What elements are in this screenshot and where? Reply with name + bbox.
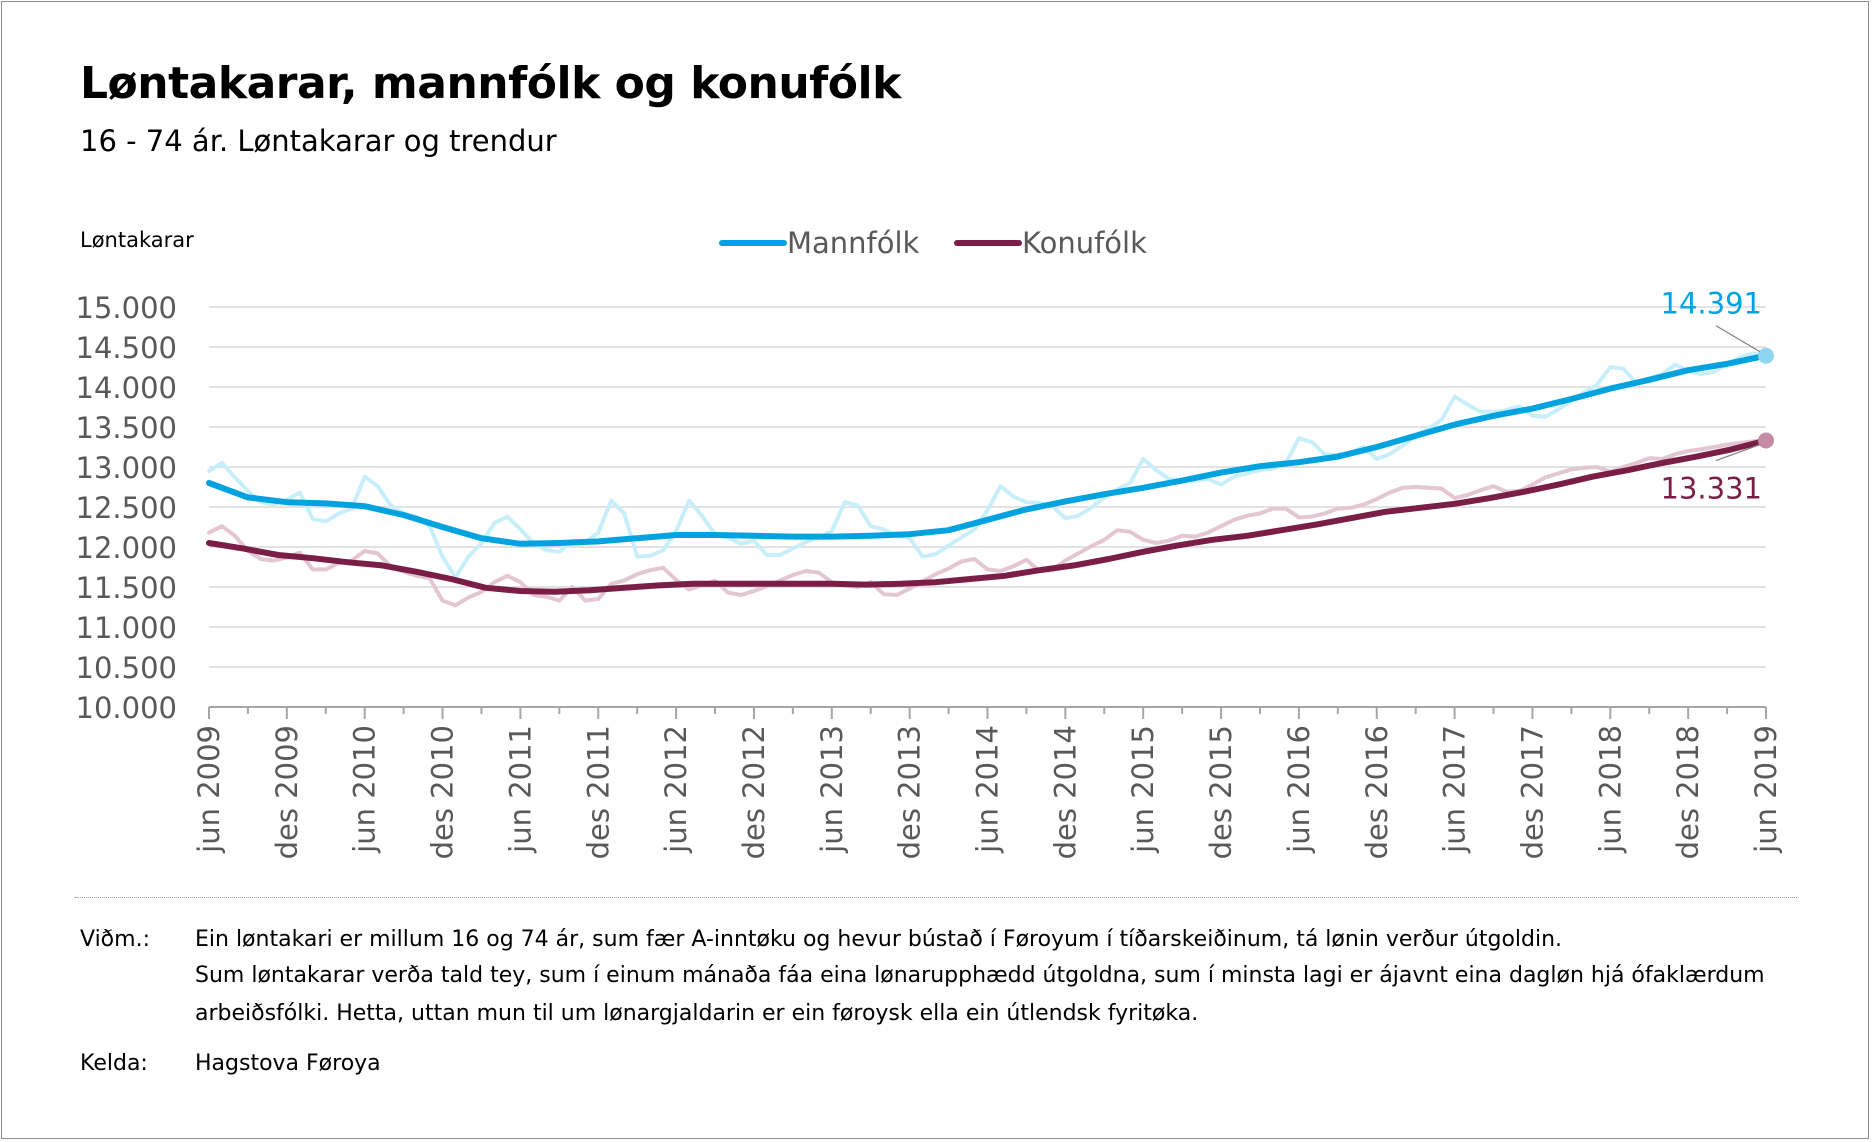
x-tick-label: jun 2009 bbox=[192, 725, 226, 854]
women-last-value-label: 13.331 bbox=[1661, 472, 1762, 506]
x-tick-label: jun 2017 bbox=[1438, 725, 1472, 854]
x-tick-label: jun 2011 bbox=[503, 725, 537, 854]
x-tick-label: jun 2010 bbox=[348, 725, 382, 854]
x-tick-label: jun 2016 bbox=[1282, 725, 1316, 854]
remark-line-1: Ein løntakari er millum 16 og 74 ár, sum… bbox=[195, 927, 1563, 952]
source-label: Kelda: bbox=[80, 1051, 148, 1076]
x-tick-label: des 2013 bbox=[893, 725, 927, 859]
men-end-marker bbox=[1758, 347, 1774, 364]
line-chart: Løntakarar 10.000 10.500 11.000 11.500 12.00… bbox=[76, 226, 1783, 859]
x-tick-label: des 2012 bbox=[737, 725, 771, 859]
remark-label: Viðm.: bbox=[80, 927, 150, 952]
x-tick-label: des 2017 bbox=[1515, 725, 1549, 859]
y-tick-label: 10.000 bbox=[76, 691, 177, 725]
x-tick-label: des 2010 bbox=[426, 725, 460, 859]
x-tick-label: des 2015 bbox=[1204, 725, 1238, 859]
y-tick-label: 11.500 bbox=[76, 571, 177, 605]
remark-line-2: Sum løntakarar verða tald tey, sum í ein… bbox=[195, 963, 1765, 988]
men-raw-line bbox=[207, 351, 1768, 580]
y-tick-label: 13.500 bbox=[76, 411, 177, 445]
x-tick-label: des 2009 bbox=[270, 725, 304, 859]
y-tick-label: 12.500 bbox=[76, 491, 177, 525]
women-raw-line bbox=[207, 438, 1768, 608]
women-end-marker bbox=[1758, 432, 1774, 449]
y-axis-label: Løntakarar bbox=[80, 228, 194, 252]
y-tick-label: 14.000 bbox=[76, 371, 177, 405]
legend-label-women: Konufólk bbox=[1022, 226, 1147, 260]
y-tick-label: 13.000 bbox=[76, 451, 177, 485]
x-tick-label: jun 2012 bbox=[659, 725, 693, 854]
source-text: Hagstova Føroya bbox=[195, 1051, 381, 1076]
legend-label-men: Mannfólk bbox=[787, 226, 920, 260]
y-tick-label: 15.000 bbox=[76, 291, 177, 325]
y-tick-label: 14.500 bbox=[76, 331, 177, 365]
x-tick-label: des 2016 bbox=[1360, 725, 1394, 859]
leader-line bbox=[1715, 325, 1761, 353]
chart-title: Løntakarar, mannfólk og konufólk bbox=[80, 58, 901, 109]
x-tick-label: jun 2018 bbox=[1593, 725, 1627, 854]
x-tick-label: jun 2013 bbox=[815, 725, 849, 854]
x-tick-label: des 2011 bbox=[581, 725, 615, 859]
y-tick-label: 12.000 bbox=[76, 531, 177, 565]
chart-subtitle: 16 - 74 ár. Løntakarar og trendur bbox=[80, 124, 557, 158]
men-last-value-label: 14.391 bbox=[1661, 287, 1762, 321]
x-tick-label: jun 2019 bbox=[1749, 725, 1783, 854]
x-tick-label: jun 2015 bbox=[1126, 725, 1160, 854]
x-tick-label: jun 2014 bbox=[971, 725, 1005, 854]
x-tick-label: des 2014 bbox=[1048, 725, 1082, 859]
men-trend-line bbox=[206, 352, 1769, 547]
remark-line-3: arbeiðsfólki. Hetta, uttan mun til um lø… bbox=[195, 1001, 1199, 1026]
y-tick-label: 11.000 bbox=[76, 611, 177, 645]
women-trend-line bbox=[206, 437, 1769, 595]
x-tick-label: des 2018 bbox=[1671, 725, 1705, 859]
y-tick-label: 10.500 bbox=[76, 651, 177, 685]
footer-divider bbox=[75, 897, 1797, 898]
leader-line bbox=[1715, 443, 1761, 462]
